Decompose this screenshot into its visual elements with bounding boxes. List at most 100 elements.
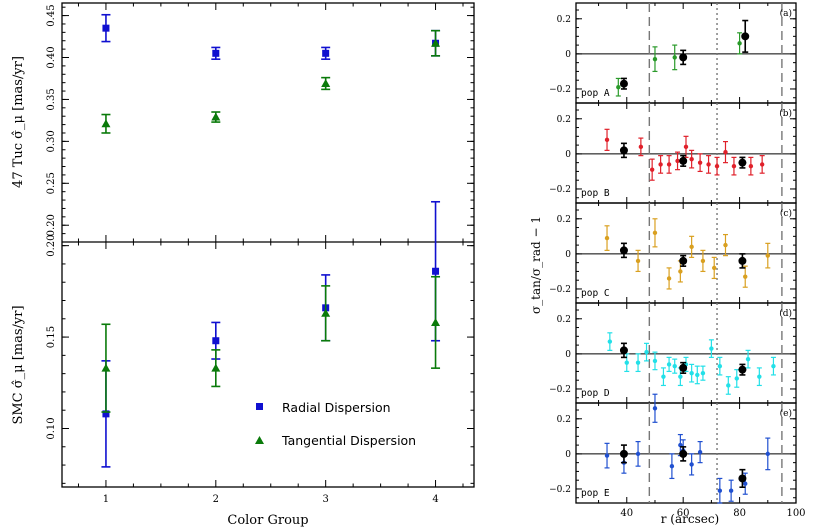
data-point — [666, 162, 672, 167]
data-point — [765, 253, 770, 258]
data-point — [683, 144, 689, 150]
data-point — [745, 356, 751, 362]
x-tick-label: 1 — [103, 494, 109, 505]
data-point — [717, 363, 723, 369]
data-point — [616, 85, 621, 90]
data-point — [635, 451, 641, 457]
data-point — [709, 346, 714, 351]
data-point — [743, 481, 748, 486]
data-point — [607, 339, 613, 344]
binned-point — [679, 256, 688, 265]
y-tick-label: 0.20 — [46, 235, 57, 257]
left-bottom-ylabel: SMC σ̂_μ [mas/yr] — [11, 305, 26, 424]
y-tick-label: −0.2 — [549, 485, 571, 495]
data-point — [723, 149, 728, 155]
radial-point — [102, 410, 110, 418]
panel-letter: (d) — [779, 308, 792, 319]
x-tick-label: 80 — [733, 508, 746, 519]
data-point — [644, 349, 649, 355]
data-point — [635, 258, 641, 264]
data-point — [649, 167, 655, 172]
y-tick-label: 0 — [565, 150, 571, 160]
tangential-point — [431, 317, 441, 326]
y-tick-label: 0 — [565, 450, 571, 460]
data-point — [700, 258, 706, 264]
panel-letter: (c) — [780, 208, 792, 219]
y-tick-label: −0.2 — [549, 385, 571, 395]
x-tick-label: 3 — [322, 494, 328, 505]
data-point — [743, 274, 748, 279]
data-point — [759, 162, 765, 167]
left-top-plot: 0.20 0.25 0.30 0.35 0.40 0.45 — [46, 3, 474, 243]
binned-point — [738, 158, 747, 167]
radial-point — [102, 24, 110, 32]
data-point — [675, 158, 680, 164]
data-point — [748, 163, 754, 169]
radial-point — [212, 49, 220, 57]
data-point — [737, 41, 742, 46]
binned-point — [738, 474, 747, 483]
data-point — [689, 244, 694, 250]
binned-point — [738, 365, 747, 374]
data-point — [731, 163, 737, 169]
right-panels: −0.2 0 0.2 (a) pop A −0.2 0 0.2 (b) pop B −0.2 0 0.2… — [549, 2, 806, 519]
legend-tangential-label: Tangential Dispersion — [281, 433, 416, 448]
tangential-point — [101, 363, 111, 372]
data-point — [604, 235, 610, 241]
x-tick-label: 2 — [213, 494, 219, 505]
y-tick-label: −0.2 — [549, 85, 571, 95]
y-tick-label: 0.2 — [557, 415, 571, 425]
data-point — [695, 372, 700, 378]
data-point — [712, 265, 717, 271]
y-tick-label: 0.15 — [46, 326, 57, 348]
y-tick-label: 0 — [565, 350, 571, 360]
data-point — [652, 56, 658, 62]
data-point — [678, 374, 683, 379]
data-point — [658, 162, 663, 167]
binned-point — [679, 363, 688, 372]
y-tick-label: 0 — [565, 50, 571, 60]
data-point — [666, 276, 672, 281]
y-tick-label: 0.2 — [557, 215, 571, 225]
panel-letter: (e) — [780, 408, 792, 419]
tangential-point — [211, 363, 221, 372]
data-point — [635, 360, 641, 365]
binned-point — [679, 53, 688, 62]
y-tick-label: 0.35 — [46, 88, 57, 110]
tangential-point — [101, 119, 111, 128]
radial-point — [212, 337, 220, 345]
binned-point — [679, 449, 688, 458]
data-point — [771, 363, 776, 369]
binned-point — [619, 146, 628, 155]
data-point — [689, 370, 694, 376]
y-tick-label: 0.20 — [46, 214, 57, 236]
left-top-ylabel: 47 Tuc σ̂_μ [mas/yr] — [11, 56, 26, 188]
data-point — [661, 374, 666, 379]
data-point — [638, 144, 644, 150]
y-tick-label: 0.2 — [557, 115, 571, 125]
data-point — [604, 453, 610, 458]
data-point — [689, 156, 694, 162]
tangential-point — [211, 112, 221, 121]
left-bottom-plot: 0.10 0.15 0.20 1 2 3 4 — [46, 200, 474, 505]
y-tick-label: 0.45 — [46, 4, 57, 26]
population-label: pop E — [581, 488, 610, 499]
binned-point — [679, 156, 688, 165]
legend-radial-label: Radial Dispersion — [282, 400, 391, 415]
data-point — [734, 376, 739, 381]
binned-point — [619, 246, 628, 255]
data-point — [714, 163, 720, 169]
population-label: pop C — [581, 288, 610, 299]
panel-letter: (a) — [780, 8, 792, 19]
data-point — [697, 449, 703, 455]
x-tick-label: 40 — [620, 508, 633, 519]
data-point — [624, 360, 629, 365]
data-point — [728, 488, 734, 493]
legend-radial-marker — [256, 403, 263, 410]
data-point — [672, 55, 677, 60]
data-point — [672, 363, 677, 369]
y-tick-label: 0.2 — [557, 15, 571, 25]
left-frame — [61, 2, 475, 488]
population-label: pop D — [581, 388, 610, 399]
